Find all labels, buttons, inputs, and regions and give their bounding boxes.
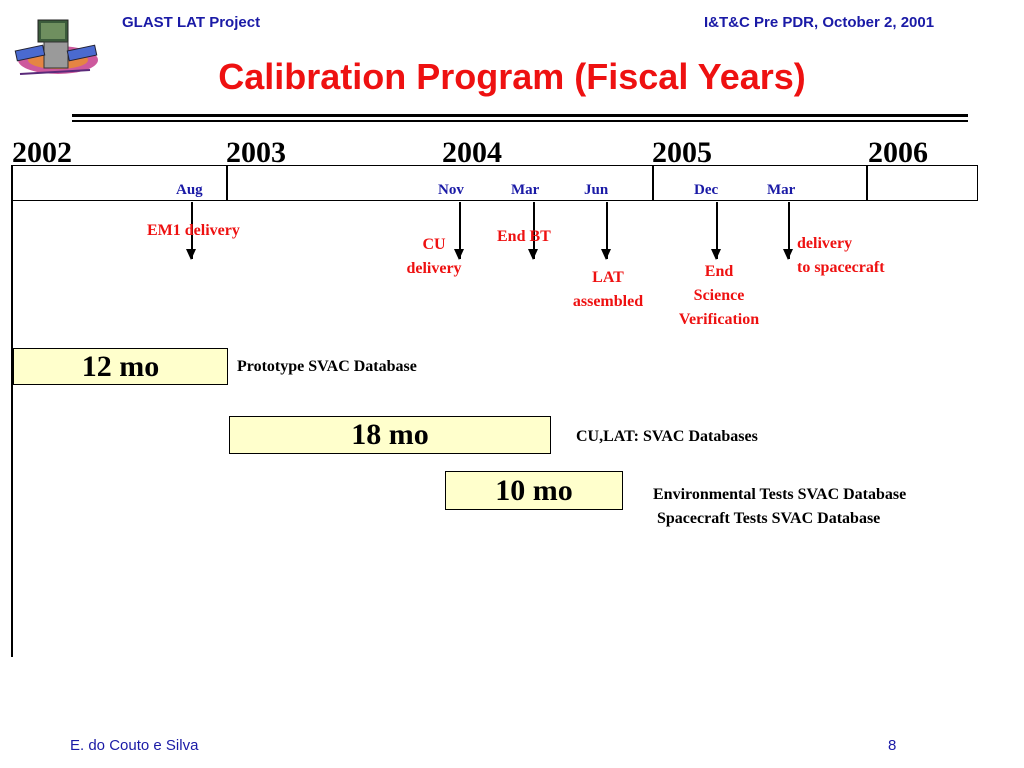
milestone-arrow bbox=[187, 202, 195, 260]
phase-bar: 18 mo bbox=[229, 416, 551, 454]
milestone-arrow bbox=[529, 202, 537, 260]
year-label: 2002 bbox=[12, 136, 72, 169]
month-label: Mar bbox=[767, 182, 796, 198]
milestone-label: LAT assembled bbox=[572, 269, 644, 310]
year-divider bbox=[652, 165, 654, 201]
phase-bar: 12 mo bbox=[13, 348, 228, 385]
year-divider bbox=[866, 165, 868, 201]
phase-description: Prototype SVAC Database bbox=[237, 358, 417, 375]
month-label: Jun bbox=[584, 182, 609, 198]
phase-description: Environmental Tests SVAC Database Spacec… bbox=[653, 486, 907, 527]
glast-satellite-logo-icon bbox=[10, 14, 100, 86]
month-label: Dec bbox=[694, 182, 719, 198]
footer-author: E. do Couto e Silva bbox=[70, 737, 199, 754]
milestone-label: EM1 delivery bbox=[147, 222, 240, 239]
timeline-axis bbox=[11, 165, 13, 657]
project-name: GLAST LAT Project bbox=[122, 14, 261, 31]
phase-bar: 10 mo bbox=[445, 471, 623, 510]
timeline-band bbox=[12, 165, 978, 201]
milestone-label: End BT bbox=[497, 228, 551, 245]
title-rule-top bbox=[72, 114, 968, 117]
year-label: 2006 bbox=[868, 136, 928, 169]
title-rule-bottom bbox=[72, 120, 968, 122]
year-label: 2005 bbox=[652, 136, 712, 169]
milestone-arrow bbox=[602, 202, 610, 260]
year-label: 2003 bbox=[226, 136, 286, 169]
month-label: Mar bbox=[511, 182, 540, 198]
milestone-label: End Science Verification bbox=[678, 263, 760, 328]
milestone-label: delivery to spacecraft bbox=[797, 235, 885, 276]
year-divider bbox=[226, 165, 228, 201]
milestone-arrow bbox=[784, 202, 792, 260]
page-number: 8 bbox=[888, 737, 897, 754]
milestone-arrow bbox=[712, 202, 720, 260]
month-label: Aug bbox=[176, 182, 203, 198]
milestone-arrow bbox=[455, 202, 463, 260]
milestone-label: CU delivery bbox=[406, 236, 462, 277]
phase-description: CU,LAT: SVAC Databases bbox=[576, 428, 758, 445]
year-label: 2004 bbox=[442, 136, 502, 169]
month-label: Nov bbox=[438, 182, 464, 198]
meeting-info: I&T&C Pre PDR, October 2, 2001 bbox=[704, 14, 935, 31]
page-title: Calibration Program (Fiscal Years) bbox=[218, 56, 806, 97]
